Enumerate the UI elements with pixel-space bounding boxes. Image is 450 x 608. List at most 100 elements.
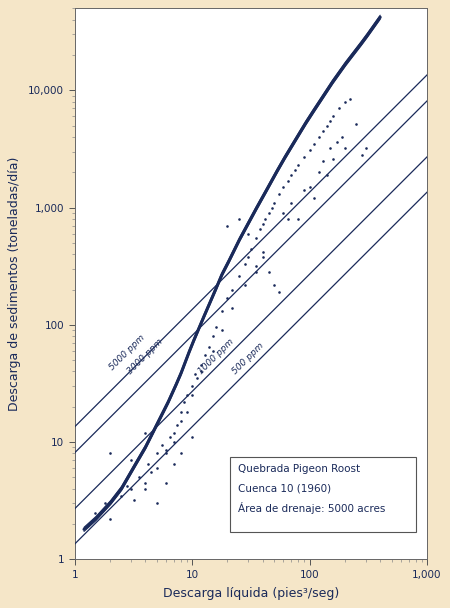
Point <box>135 472 142 482</box>
Point <box>209 346 216 356</box>
Point <box>189 390 196 400</box>
Point <box>327 143 334 153</box>
Point <box>177 416 184 426</box>
Point <box>320 156 327 166</box>
Point <box>229 303 236 313</box>
Point <box>295 214 302 224</box>
Point <box>333 137 340 147</box>
Point <box>323 170 330 180</box>
Point <box>327 116 334 126</box>
Point <box>166 432 174 442</box>
Point <box>206 342 213 351</box>
Point <box>306 145 313 155</box>
Point <box>198 361 205 370</box>
Point <box>107 514 114 524</box>
Point <box>189 381 196 391</box>
Point <box>330 154 337 164</box>
Point <box>311 193 318 203</box>
Point <box>170 437 177 447</box>
Point <box>262 214 269 224</box>
Point <box>330 111 337 121</box>
Text: 500 ppm: 500 ppm <box>231 342 266 376</box>
Point <box>341 143 348 153</box>
Point <box>183 390 190 400</box>
Point <box>202 350 209 360</box>
Point <box>177 407 184 417</box>
Point <box>148 468 155 477</box>
Point <box>256 224 264 234</box>
Point <box>284 214 291 224</box>
Point <box>107 449 114 458</box>
Point <box>288 198 295 207</box>
Point <box>295 161 302 170</box>
Point <box>339 132 346 142</box>
Point <box>259 252 266 261</box>
Point <box>315 132 322 142</box>
Point <box>170 428 177 438</box>
Point <box>275 287 283 297</box>
Text: 1000 ppm: 1000 ppm <box>197 337 235 376</box>
Point <box>346 94 353 103</box>
Point <box>280 208 287 218</box>
Point <box>127 455 134 465</box>
Point <box>153 463 160 473</box>
Point <box>301 152 308 162</box>
Point <box>162 449 170 458</box>
Point <box>275 189 283 199</box>
Point <box>191 369 198 379</box>
Point <box>209 331 216 341</box>
Text: 3000 ppm: 3000 ppm <box>125 337 164 376</box>
Point <box>218 325 225 335</box>
Point <box>336 103 343 113</box>
Text: Quebrada Pigeon Roost: Quebrada Pigeon Roost <box>238 464 360 474</box>
Point <box>270 198 278 207</box>
Point <box>320 126 327 136</box>
Point <box>162 478 170 488</box>
Point <box>142 478 149 488</box>
Point <box>301 185 308 195</box>
Point <box>92 508 99 517</box>
Point <box>235 214 243 224</box>
Point <box>341 97 348 106</box>
Point <box>158 440 165 449</box>
Point <box>248 244 255 254</box>
Point <box>288 170 295 180</box>
Point <box>252 268 260 277</box>
Point <box>224 221 231 230</box>
Point <box>270 280 278 289</box>
Point <box>241 280 248 289</box>
Point <box>306 182 313 192</box>
Text: Cuenca 10 (1960): Cuenca 10 (1960) <box>238 484 332 494</box>
Point <box>362 143 369 153</box>
X-axis label: Descarga líquida (pies³/seg): Descarga líquida (pies³/seg) <box>163 587 339 599</box>
Text: Área de drenaje: 5000 acres: Área de drenaje: 5000 acres <box>238 502 386 514</box>
Point <box>194 373 201 383</box>
Point <box>101 499 108 508</box>
Bar <box>230 457 416 532</box>
Point <box>323 121 330 131</box>
Point <box>259 219 266 229</box>
Point <box>212 323 220 333</box>
Point <box>142 428 149 438</box>
Point <box>265 208 272 218</box>
Point <box>315 167 322 177</box>
Point <box>280 182 287 192</box>
Point <box>244 252 252 261</box>
Point <box>124 482 131 491</box>
Point <box>259 247 266 257</box>
Point <box>162 446 170 455</box>
Point <box>127 484 134 494</box>
Point <box>244 229 252 238</box>
Point <box>189 432 196 442</box>
Point <box>170 459 177 469</box>
Point <box>252 233 260 243</box>
Point <box>198 367 205 376</box>
Point <box>224 293 231 303</box>
Point <box>142 484 149 494</box>
Point <box>252 261 260 271</box>
Point <box>153 449 160 458</box>
Point <box>183 407 190 417</box>
Point <box>130 495 138 505</box>
Point <box>118 491 125 500</box>
Point <box>174 420 181 430</box>
